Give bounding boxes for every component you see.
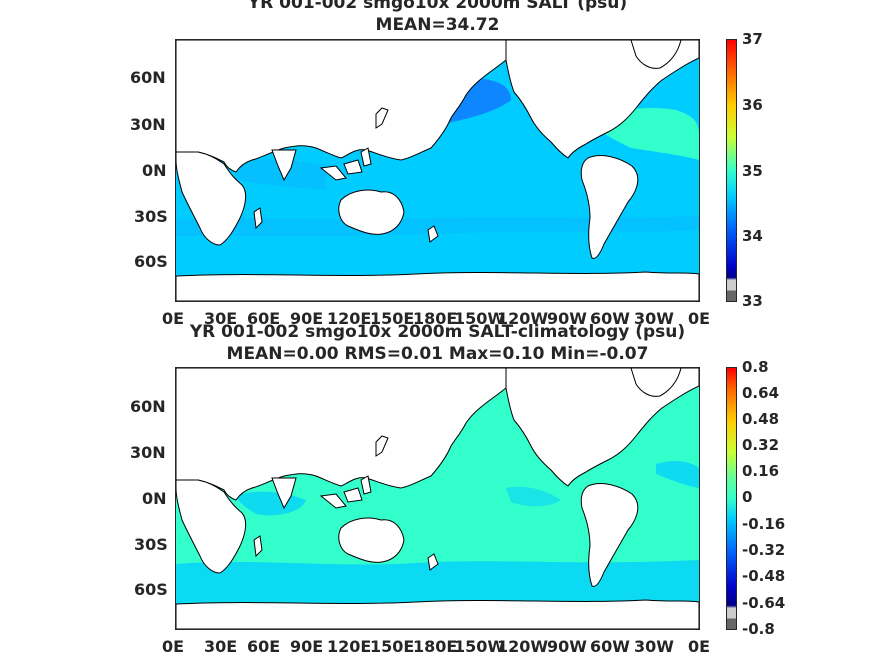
bottom-south-america — [580, 483, 639, 587]
bottom-xtick: 60W — [590, 637, 630, 656]
top-eurasia — [176, 40, 507, 173]
top-colorbar-tick: 37 — [742, 30, 763, 48]
top-colorbar-tick: 34 — [742, 227, 763, 245]
bottom-xtick: 150W — [454, 637, 506, 656]
top-ytick-30s: 30S — [134, 207, 168, 226]
top-xtick: 90E — [290, 309, 324, 328]
bottom-xtick: 30E — [204, 637, 238, 656]
top-xtick: 0E — [688, 309, 711, 328]
bottom-map-svg — [176, 368, 699, 629]
bottom-title-line1: YR 001-002 smgo10x 2000m SALT-climatolog… — [189, 322, 686, 342]
top-new-zealand — [427, 225, 439, 243]
top-north-america — [505, 40, 699, 159]
bottom-xtick: 0E — [688, 637, 711, 656]
bottom-colorbar-tick: -0.16 — [742, 515, 786, 533]
bottom-colorbar-tick: -0.64 — [742, 594, 786, 612]
top-xtick: 30E — [204, 309, 238, 328]
bottom-colorbar-tick: 0 — [742, 488, 753, 506]
bottom-indonesia — [319, 475, 372, 509]
bottom-xtick: 90E — [290, 637, 324, 656]
top-ytick-60n: 60N — [130, 68, 166, 87]
bottom-colorbar-tick: 0.16 — [742, 462, 780, 480]
bottom-india — [271, 477, 297, 510]
top-title-line2: MEAN=34.72 — [375, 15, 500, 35]
top-africa — [176, 151, 247, 246]
top-india — [271, 149, 297, 182]
bottom-atlantic-patch — [656, 461, 699, 488]
top-greenland — [630, 40, 682, 69]
top-xtick: 60E — [247, 309, 281, 328]
bottom-map — [175, 367, 700, 630]
bottom-north-america — [505, 368, 699, 487]
bottom-colorbar-tick: -0.32 — [742, 541, 786, 559]
bottom-ytick-60n: 60N — [130, 397, 166, 416]
bottom-xtick: 120E — [327, 637, 372, 656]
bottom-xtick: 90W — [547, 637, 587, 656]
bottom-madagascar — [253, 535, 263, 558]
bottom-xtick: 150E — [370, 637, 415, 656]
top-madagascar — [253, 207, 263, 230]
top-indonesia — [319, 147, 372, 181]
bottom-xtick: 0E — [162, 637, 185, 656]
top-xtick: 150W — [454, 309, 506, 328]
top-xtick: 30W — [634, 309, 674, 328]
bottom-africa — [176, 479, 247, 574]
top-xtick: 120W — [497, 309, 549, 328]
top-ytick-0n: 0N — [142, 161, 167, 180]
top-xtick: 120E — [327, 309, 372, 328]
bottom-japan — [375, 435, 389, 457]
top-australia — [338, 189, 405, 235]
bottom-colorbar-tick: -0.8 — [742, 620, 775, 638]
bottom-ytick-30s: 30S — [134, 535, 168, 554]
bottom-greenland — [630, 368, 682, 397]
bottom-colorbar-tick: 0.48 — [742, 410, 780, 428]
top-ytick-60s: 60S — [134, 252, 168, 271]
top-colorbar-tick: 33 — [742, 292, 763, 310]
top-xtick: 180E — [413, 309, 458, 328]
top-indian-band — [236, 159, 326, 190]
top-southern-band — [176, 216, 699, 236]
bottom-colorbar — [726, 367, 737, 630]
bottom-ytick-30n: 30N — [130, 443, 166, 462]
bottom-australia — [338, 517, 405, 563]
bottom-colorbar-tick: 0.64 — [742, 384, 780, 402]
top-colorbar — [726, 39, 737, 302]
bottom-xtick: 120W — [497, 637, 549, 656]
bottom-eurasia — [176, 368, 507, 501]
bottom-pacific-patch — [506, 486, 561, 507]
bottom-xtick: 60E — [247, 637, 281, 656]
bottom-antarctica — [176, 599, 699, 629]
top-colorbar-tick: 36 — [742, 96, 763, 114]
top-xtick: 90W — [547, 309, 587, 328]
bottom-title-line2: MEAN=0.00 RMS=0.01 Max=0.10 Min=-0.07 — [226, 344, 649, 364]
top-map — [175, 39, 700, 302]
top-antarctica — [176, 271, 699, 301]
bottom-colorbar-tick: 0.8 — [742, 358, 769, 376]
top-xtick: 150E — [370, 309, 415, 328]
top-xtick: 60W — [590, 309, 630, 328]
bottom-southern-patch — [176, 560, 699, 604]
top-south-america — [580, 155, 639, 259]
bottom-colorbar-tick: 0.32 — [742, 436, 780, 454]
bottom-xtick: 30W — [634, 637, 674, 656]
top-ytick-30n: 30N — [130, 115, 166, 134]
bottom-ytick-60s: 60S — [134, 580, 168, 599]
top-colorbar-tick: 35 — [742, 162, 763, 180]
top-title-line1: YR 001-002 smgo10x 2000m SALT (psu) — [247, 0, 628, 13]
bottom-xtick: 180E — [413, 637, 458, 656]
top-xtick: 0E — [162, 309, 185, 328]
top-japan — [375, 107, 389, 129]
bottom-ytick-0n: 0N — [142, 489, 167, 508]
bottom-new-zealand — [427, 553, 439, 571]
top-map-svg — [176, 40, 699, 301]
bottom-colorbar-tick: -0.48 — [742, 567, 786, 585]
